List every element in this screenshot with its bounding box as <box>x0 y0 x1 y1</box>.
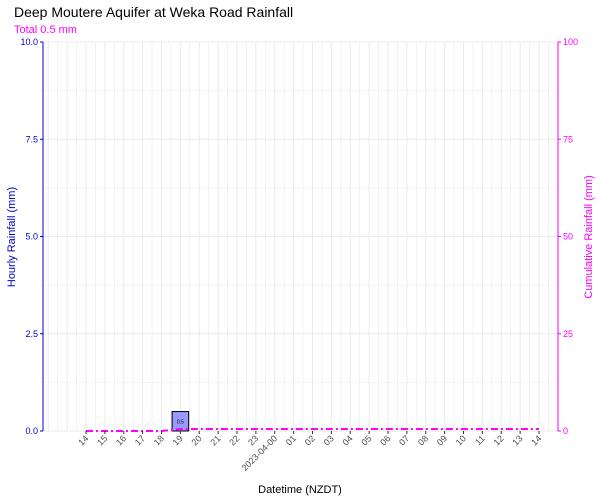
bar-data-label: 0.5 <box>177 420 184 426</box>
y2-tick-label: 0 <box>563 426 568 436</box>
x-tick-label: 05 <box>359 433 373 447</box>
x-tick-label: 01 <box>284 433 298 447</box>
x-tick-label: 22 <box>227 433 241 447</box>
y2-axis-label: Cumulative Rainfall (mm) <box>583 175 595 298</box>
x-tick-label: 02 <box>303 433 317 447</box>
x-tick-label: 18 <box>152 433 166 447</box>
x-axis-label: Datetime (NZDT) <box>258 484 342 496</box>
y2-tick-label: 25 <box>563 329 573 339</box>
y-tick-label: 10.0 <box>20 37 38 47</box>
x-tick-label: 17 <box>133 433 147 447</box>
axes: 0.0 2.5 5.0 7.5 10.0 0 25 50 75 100 14 15 16 17 18 19 20… <box>20 37 578 473</box>
x-tick-label: 20 <box>190 433 204 447</box>
x-tick-label: 14 <box>76 433 90 447</box>
x-tick-label: 06 <box>378 433 392 447</box>
x-tick-label: 04 <box>341 433 355 447</box>
x-tick-label: 10 <box>454 433 468 447</box>
y-tick-label: 7.5 <box>25 134 38 144</box>
y-tick-label: 0.0 <box>25 426 38 436</box>
x-tick-label: 15 <box>95 433 109 447</box>
chart-title: Deep Moutere Aquifer at Weka Road Rainfa… <box>14 4 294 20</box>
x-tick-label: 09 <box>435 433 449 447</box>
x-tick-label: 07 <box>397 433 411 447</box>
x-tick-label: 13 <box>510 433 524 447</box>
x-tick-label: 23 <box>246 433 260 447</box>
grid <box>43 41 559 432</box>
y2-tick-label: 50 <box>563 232 573 242</box>
x-tick-label: 12 <box>492 433 506 447</box>
x-tick-label: 14 <box>529 433 543 447</box>
x-tick-label: 03 <box>322 433 336 447</box>
x-tick-label: 16 <box>114 433 128 447</box>
y-tick-label: 2.5 <box>25 329 38 339</box>
x-tick-label: 11 <box>473 433 487 447</box>
x-tick-label: 08 <box>416 433 430 447</box>
y-axis-label: Hourly Rainfall (mm) <box>6 187 18 287</box>
y2-tick-label: 75 <box>563 134 573 144</box>
chart-subtitle: Total 0.5 mm <box>14 24 77 36</box>
x-tick-label: 2023-04-00 <box>240 433 280 473</box>
x-tick-label: 19 <box>171 433 185 447</box>
x-tick-label: 21 <box>208 433 222 447</box>
y-tick-label: 5.0 <box>25 232 38 242</box>
y2-tick-label: 100 <box>563 37 578 47</box>
